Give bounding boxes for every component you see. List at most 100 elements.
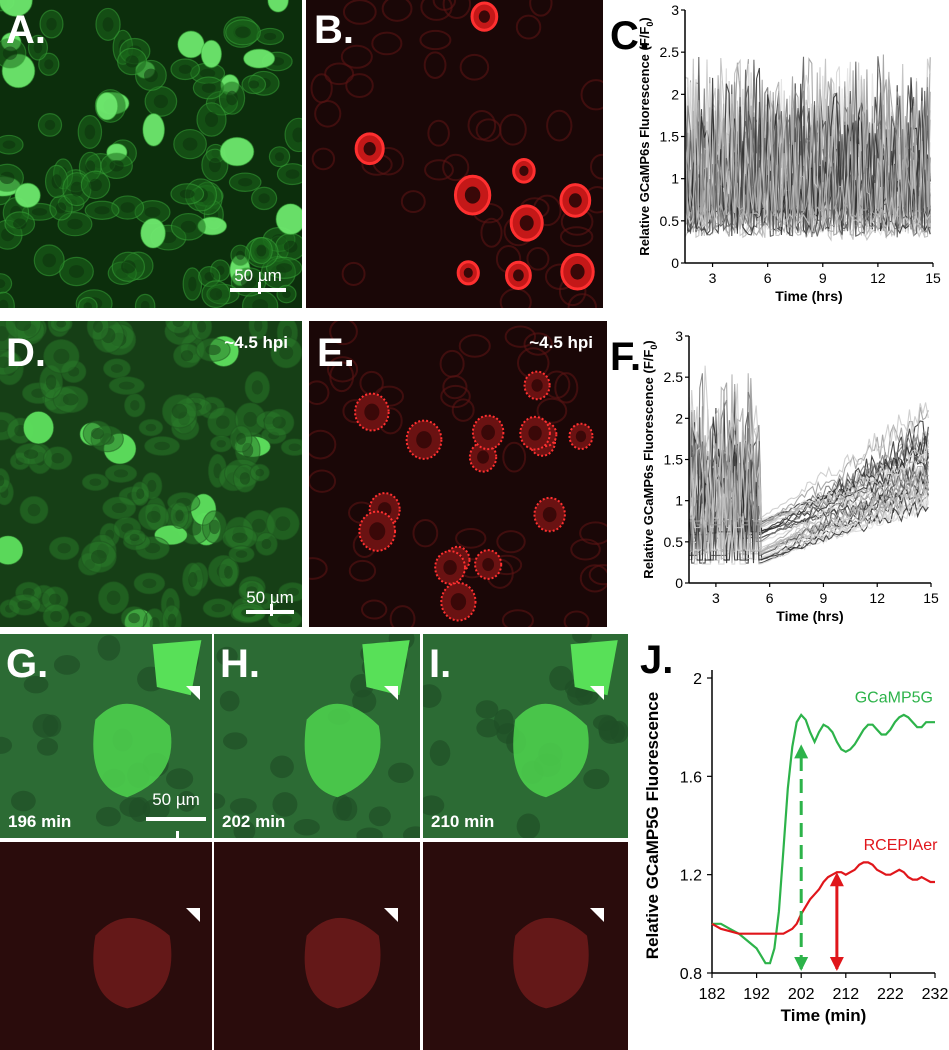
faint-cell (348, 559, 377, 582)
faint-cell (451, 398, 475, 422)
faint-cell (419, 29, 452, 51)
x-tick-label: 202 (788, 986, 815, 1003)
panel-d-image: D. ~4.5 hpi 50 µm (0, 321, 302, 627)
red-timelapse-h (214, 842, 420, 1050)
panel-h-green: H. 202 min (214, 634, 420, 838)
annotation-arrowhead-up-1 (829, 872, 844, 887)
y-tick-label: 1.2 (680, 868, 702, 885)
faint-cell (546, 109, 573, 142)
cell-nucleus (93, 321, 103, 333)
cell-nucleus (2, 46, 18, 60)
faint-cell (424, 159, 454, 181)
bright-cell-nucleus (450, 593, 467, 611)
faint-cell (442, 375, 468, 400)
panel-label-d: D. (6, 331, 46, 375)
cell-nucleus (197, 321, 207, 333)
x-tick-label: 3 (709, 270, 717, 286)
cell (272, 792, 298, 817)
bright-cell-nucleus (482, 557, 495, 572)
cell (233, 820, 256, 838)
faint-cell (536, 397, 568, 424)
x-tick-label: 222 (877, 986, 904, 1003)
cell (598, 720, 626, 744)
x-tick-label: 12 (870, 270, 886, 286)
cell (95, 806, 121, 827)
faint-cell (526, 246, 550, 271)
y-tick-label: 2 (675, 410, 683, 426)
panel-g-red (0, 842, 212, 1050)
cell (219, 690, 240, 712)
faint-red-cluster (93, 917, 172, 1009)
bright-cell-nucleus (519, 165, 529, 176)
y-tick-label: 1 (675, 493, 683, 509)
cell-nucleus (282, 290, 291, 298)
cell (270, 755, 294, 779)
cell-nucleus (111, 502, 127, 514)
cell-nucleus (251, 518, 266, 533)
chart-f: 0 0.5 1 1.5 2 2.5 3 3 6 9 12 15 Time (hrs) Relative G… (641, 328, 939, 624)
faint-cell (389, 605, 416, 627)
arrowhead-icon-g (186, 686, 200, 700)
cell-nucleus (68, 265, 85, 278)
faint-cell (309, 557, 328, 580)
cell-nucleus (13, 218, 27, 230)
faint-cell (360, 599, 388, 620)
cell-nucleus (51, 453, 65, 464)
cell-nucleus (142, 578, 157, 589)
x-tick-label: 6 (766, 590, 774, 606)
y-tick-label: 0 (671, 255, 679, 271)
cell (97, 635, 121, 661)
cell (142, 113, 165, 147)
y-axis-label-main: Relative GCaMP6s Fluorescence (641, 373, 656, 578)
y-axis-label: Relative GCaMP6s Fluorescence (F/F0) (637, 17, 655, 255)
cell-nucleus (243, 411, 258, 427)
cell-nucleus (245, 586, 258, 596)
cell (423, 684, 442, 708)
cell (293, 818, 320, 836)
annotation-arrowhead-down-0 (794, 957, 809, 971)
x-tick-label: 9 (819, 270, 827, 286)
faint-cell (590, 153, 603, 180)
faint-cell (499, 113, 527, 146)
cell-nucleus (200, 68, 216, 78)
cell-nucleus (140, 300, 150, 308)
faint-cell (329, 361, 355, 393)
x-tick-label: 12 (869, 590, 885, 606)
faint-red-cluster (304, 917, 381, 1009)
cell-nucleus (147, 479, 157, 492)
cell-nucleus (44, 59, 54, 70)
scale-bar-line-a (230, 288, 286, 292)
bright-cell-nucleus (481, 424, 495, 441)
cell-nucleus (51, 174, 62, 189)
faint-cell (579, 521, 607, 545)
x-tick-label: 15 (925, 270, 941, 286)
cell (53, 655, 81, 675)
cell-nucleus (238, 178, 253, 187)
faint-cell (554, 372, 579, 404)
cell-nucleus (226, 90, 238, 106)
bright-cell-nucleus (542, 506, 557, 523)
cell-nucleus (248, 80, 260, 89)
panel-a-image: A. 50 µm (0, 0, 302, 308)
cell-nucleus (146, 510, 161, 523)
cell-nucleus (102, 17, 114, 32)
faint-cell (309, 429, 337, 460)
cell-nucleus (180, 220, 197, 233)
cell-nucleus (180, 350, 194, 362)
cell-nucleus (121, 260, 136, 274)
faint-cell (529, 0, 553, 17)
x-tick-label: 9 (820, 590, 828, 606)
cell-nucleus (204, 272, 214, 281)
x-tick-label: 3 (712, 590, 720, 606)
cell (222, 732, 248, 750)
cell (476, 718, 500, 738)
cell-nucleus (89, 478, 102, 486)
trace-line (688, 373, 929, 543)
cell-nucleus (149, 617, 160, 627)
red-timelapse-g (0, 842, 212, 1050)
x-axis-label: Time (hrs) (776, 608, 843, 624)
cell (429, 740, 451, 767)
cell-nucleus (56, 202, 67, 214)
faint-cell (311, 147, 336, 171)
x-tick-label: 192 (743, 986, 770, 1003)
